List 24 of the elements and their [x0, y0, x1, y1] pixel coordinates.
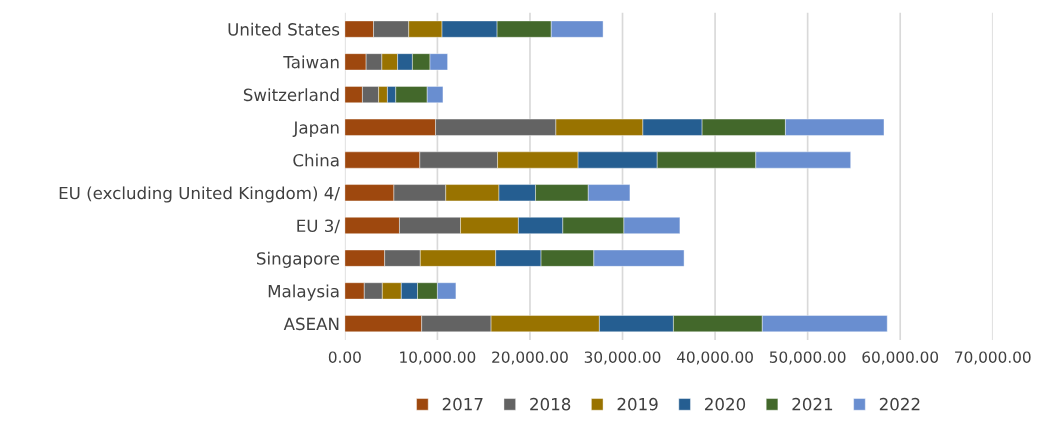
- y-tick-label: EU (excluding United Kingdom) 4/: [59, 186, 340, 203]
- y-tick-label: Japan: [292, 121, 339, 138]
- x-tick-label: 30,000.00: [584, 351, 661, 365]
- legend-label: 2017: [442, 397, 483, 411]
- x-tick-label: 10,000.00: [400, 351, 476, 365]
- y-tick-label: EU 3/: [297, 219, 340, 234]
- legend-label: 2018: [530, 397, 571, 411]
- x-tick-label: 20,000.00: [492, 351, 568, 365]
- x-tick-label: 50,000.00: [769, 351, 846, 365]
- x-tick-label: 70,000.00: [955, 351, 1031, 365]
- y-tick-label: ASEAN: [283, 317, 339, 331]
- x-tick-label: 60,000.00: [862, 351, 939, 365]
- x-tick-label: 0.00: [328, 351, 361, 363]
- x-tick-label: 40,000.00: [676, 351, 753, 365]
- y-tick-label: Malaysia: [268, 284, 339, 301]
- legend-label: 2021: [792, 397, 833, 411]
- y-tick-label: Switzerland: [243, 88, 339, 102]
- y-tick-label: Singapore: [257, 251, 340, 268]
- y-tick-label: Taiwan: [283, 55, 339, 69]
- y-tick-label: China: [293, 153, 339, 167]
- y-tick-label: United States: [228, 22, 340, 36]
- legend-label: 2022: [879, 397, 920, 411]
- legend-label: 2020: [705, 397, 746, 411]
- legend-label: 2019: [617, 397, 658, 411]
